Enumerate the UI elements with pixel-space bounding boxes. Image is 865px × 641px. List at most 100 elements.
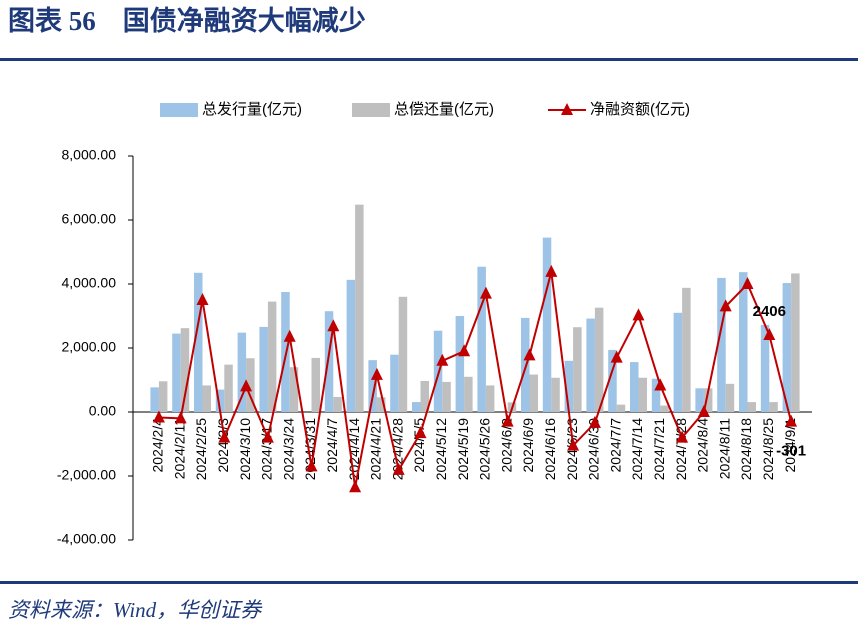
bar xyxy=(791,273,800,412)
marker xyxy=(610,350,623,363)
bar xyxy=(442,381,451,412)
marker xyxy=(697,405,710,417)
marker xyxy=(567,438,580,451)
bar xyxy=(542,237,552,412)
bar xyxy=(215,389,225,412)
bar xyxy=(455,316,465,412)
marker xyxy=(741,277,754,289)
bar xyxy=(673,312,683,412)
bar xyxy=(246,358,255,412)
x-tick-label: 2024/5/26 xyxy=(477,418,493,480)
x-tick-label: 2024/5/5 xyxy=(411,418,427,473)
bar xyxy=(564,360,574,412)
bar xyxy=(586,318,595,412)
bar xyxy=(703,388,713,412)
marker xyxy=(676,430,689,443)
x-tick-label: 2024/3/24 xyxy=(280,418,296,480)
bar xyxy=(333,396,342,412)
bar xyxy=(289,367,299,412)
marker xyxy=(763,328,776,341)
bar xyxy=(150,387,159,412)
x-tick-label: 2024/2/25 xyxy=(193,418,209,480)
bar xyxy=(390,354,399,412)
marker xyxy=(414,426,427,439)
x-tick-label: 2024/6/2 xyxy=(498,418,514,473)
bar xyxy=(172,333,181,412)
bar xyxy=(485,385,495,412)
marker xyxy=(436,353,449,366)
marker xyxy=(240,379,253,392)
x-tick-label: 2024/6/16 xyxy=(542,418,558,480)
bar xyxy=(769,402,778,412)
marker xyxy=(370,367,383,380)
bar xyxy=(237,332,247,412)
x-tick-label: 2024/7/14 xyxy=(629,418,645,480)
bar xyxy=(412,402,421,412)
line xyxy=(158,271,793,488)
x-tick-label: 2024/4/7 xyxy=(324,418,340,473)
x-tick-label: 2024/2/11 xyxy=(171,418,187,479)
bar xyxy=(398,296,408,412)
x-tick-label: 2024/6/30 xyxy=(586,418,602,480)
bar xyxy=(529,374,538,412)
x-tick-label: 2024/2/4 xyxy=(150,418,166,473)
marker xyxy=(588,415,601,428)
bar xyxy=(355,204,364,412)
bar xyxy=(695,388,704,412)
x-tick-label: 2024/9/1 xyxy=(782,418,798,473)
legend-label: 净融资额(亿元) xyxy=(590,101,690,118)
x-tick-label: 2024/8/25 xyxy=(760,418,776,480)
bar xyxy=(433,330,443,412)
data-label: 2406 xyxy=(753,303,786,320)
bar xyxy=(368,360,377,412)
marker xyxy=(545,264,558,277)
legend-swatch xyxy=(160,103,198,117)
bar xyxy=(346,279,356,412)
bar xyxy=(682,287,691,412)
bar xyxy=(202,385,211,412)
marker xyxy=(349,480,362,493)
y-tick-label: 8,000.00 xyxy=(62,147,117,163)
bar xyxy=(747,402,756,412)
bar xyxy=(158,381,168,412)
bar xyxy=(180,328,190,412)
x-tick-label: 2024/4/14 xyxy=(346,418,362,480)
marker xyxy=(501,414,514,427)
y-tick-label: 6,000.00 xyxy=(62,211,117,227)
marker xyxy=(152,410,165,423)
y-tick-label: 2,000.00 xyxy=(62,339,117,355)
marker xyxy=(523,348,536,361)
legend-label: 总发行量(亿元) xyxy=(202,101,302,118)
bar xyxy=(521,317,530,412)
bar xyxy=(616,404,626,412)
x-tick-label: 2024/7/7 xyxy=(607,418,623,473)
bar xyxy=(464,376,473,412)
marker xyxy=(392,462,405,475)
marker xyxy=(785,414,798,427)
x-tick-label: 2024/6/9 xyxy=(520,418,536,473)
rule xyxy=(0,581,858,584)
bar xyxy=(224,364,233,412)
bar xyxy=(551,377,560,412)
bar xyxy=(194,272,203,412)
marker xyxy=(196,293,209,305)
marker xyxy=(654,378,667,391)
data-label: -301 xyxy=(776,443,806,460)
legend-swatch xyxy=(561,103,573,115)
x-tick-label: 2024/5/12 xyxy=(433,418,449,480)
y-tick-label: 4,000.00 xyxy=(62,275,117,291)
marker xyxy=(632,308,645,321)
source: 资料来源：Wind，华创证券 xyxy=(8,598,263,622)
bar xyxy=(267,301,277,412)
bar xyxy=(717,277,726,412)
x-tick-label: 2024/8/11 xyxy=(716,418,732,479)
x-tick-label: 2024/3/10 xyxy=(237,418,253,480)
marker xyxy=(458,344,471,357)
x-tick-label: 2024/7/21 xyxy=(651,418,667,480)
y-tick-label: -2,000.00 xyxy=(57,467,116,483)
marker xyxy=(719,299,732,312)
bar xyxy=(725,383,735,412)
bar xyxy=(638,377,647,412)
x-tick-label: 2024/5/19 xyxy=(455,418,471,480)
